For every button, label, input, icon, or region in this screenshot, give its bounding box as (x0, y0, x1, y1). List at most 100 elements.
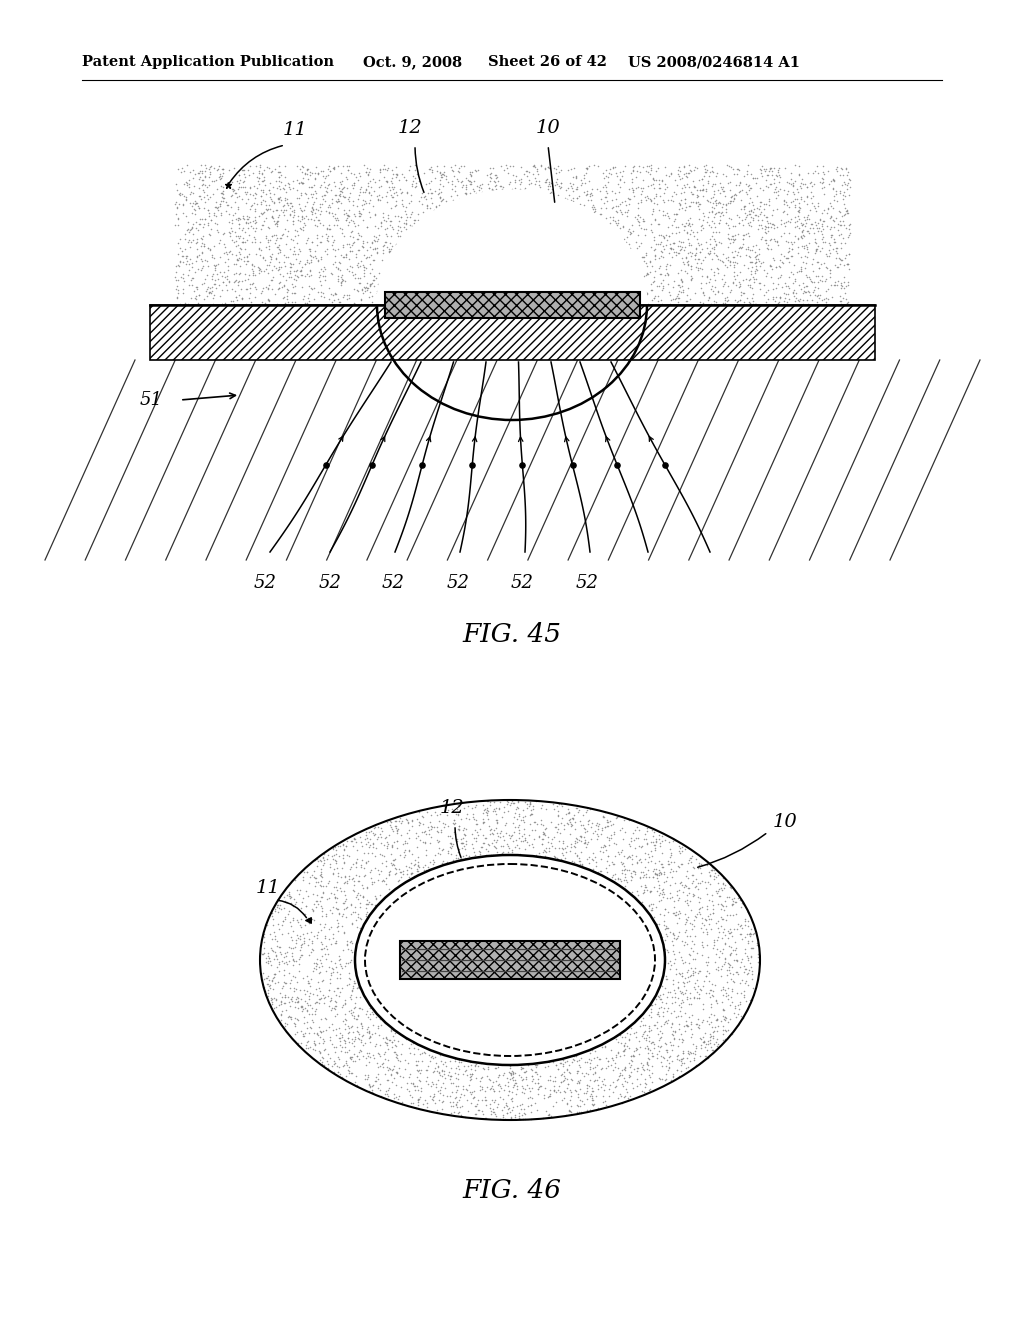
Point (831, 182, 848, 203)
Point (573, 854, 590, 875)
Point (309, 249, 326, 271)
Point (392, 182, 409, 203)
Point (628, 177, 644, 198)
Point (734, 209, 751, 230)
Point (719, 972, 735, 993)
Point (583, 1084, 599, 1105)
Point (361, 1045, 378, 1067)
Point (737, 195, 754, 216)
Point (330, 898, 346, 919)
Point (703, 248, 720, 269)
Point (496, 160, 512, 181)
Point (221, 211, 238, 232)
Point (822, 267, 839, 288)
Point (717, 948, 733, 969)
Point (465, 1088, 481, 1109)
Point (559, 1051, 575, 1072)
Point (380, 1059, 396, 1080)
Point (207, 197, 223, 218)
Point (570, 850, 587, 871)
Point (327, 246, 343, 267)
Point (282, 887, 298, 908)
Point (553, 1053, 569, 1074)
Point (522, 813, 539, 834)
Point (795, 251, 811, 272)
Point (327, 1051, 343, 1072)
Point (674, 965, 690, 986)
Point (364, 867, 380, 888)
Point (236, 160, 252, 181)
Point (335, 834, 351, 855)
Point (279, 263, 295, 284)
Point (644, 173, 660, 194)
Point (839, 203, 855, 224)
Point (182, 294, 199, 315)
Point (327, 157, 343, 178)
Point (425, 1048, 441, 1069)
Point (247, 228, 263, 249)
Point (585, 1057, 601, 1078)
Point (679, 933, 695, 954)
Point (683, 246, 699, 267)
Point (684, 183, 700, 205)
Point (605, 206, 622, 227)
Point (350, 1028, 367, 1049)
Point (769, 293, 785, 314)
Point (745, 268, 762, 289)
Point (615, 1035, 632, 1056)
Point (721, 956, 737, 977)
Point (486, 1092, 503, 1113)
Point (458, 808, 474, 829)
Point (709, 944, 725, 965)
Point (492, 176, 508, 197)
Point (514, 1093, 530, 1114)
Point (686, 1049, 702, 1071)
Point (523, 803, 540, 824)
Point (795, 220, 811, 242)
Point (334, 222, 350, 243)
Point (358, 821, 375, 842)
Point (228, 289, 245, 310)
Point (482, 820, 499, 841)
Point (239, 183, 255, 205)
Point (314, 165, 331, 186)
Point (431, 1082, 447, 1104)
Point (401, 154, 418, 176)
Point (589, 1047, 605, 1068)
Point (293, 937, 309, 958)
Point (289, 180, 305, 201)
Point (361, 829, 378, 850)
Point (269, 187, 286, 209)
Point (344, 913, 360, 935)
Point (562, 816, 579, 837)
Point (340, 189, 356, 210)
Point (347, 902, 364, 923)
Point (399, 182, 416, 203)
Point (189, 195, 206, 216)
Point (456, 845, 472, 866)
Point (264, 207, 281, 228)
Point (804, 176, 820, 197)
Point (454, 172, 470, 193)
Point (808, 238, 824, 259)
Point (332, 1064, 348, 1085)
Point (330, 259, 346, 280)
Point (376, 166, 392, 187)
Point (700, 862, 717, 883)
Point (668, 861, 684, 882)
Point (709, 292, 725, 313)
Point (753, 228, 769, 249)
Point (694, 259, 711, 280)
Point (676, 156, 692, 177)
Point (624, 168, 640, 189)
Point (785, 183, 802, 205)
Point (272, 1005, 289, 1026)
Point (314, 226, 331, 247)
Point (286, 294, 302, 315)
Point (670, 1035, 686, 1056)
Point (299, 160, 315, 181)
Point (495, 177, 511, 198)
Point (814, 238, 830, 259)
Point (531, 1065, 548, 1086)
Point (651, 884, 668, 906)
